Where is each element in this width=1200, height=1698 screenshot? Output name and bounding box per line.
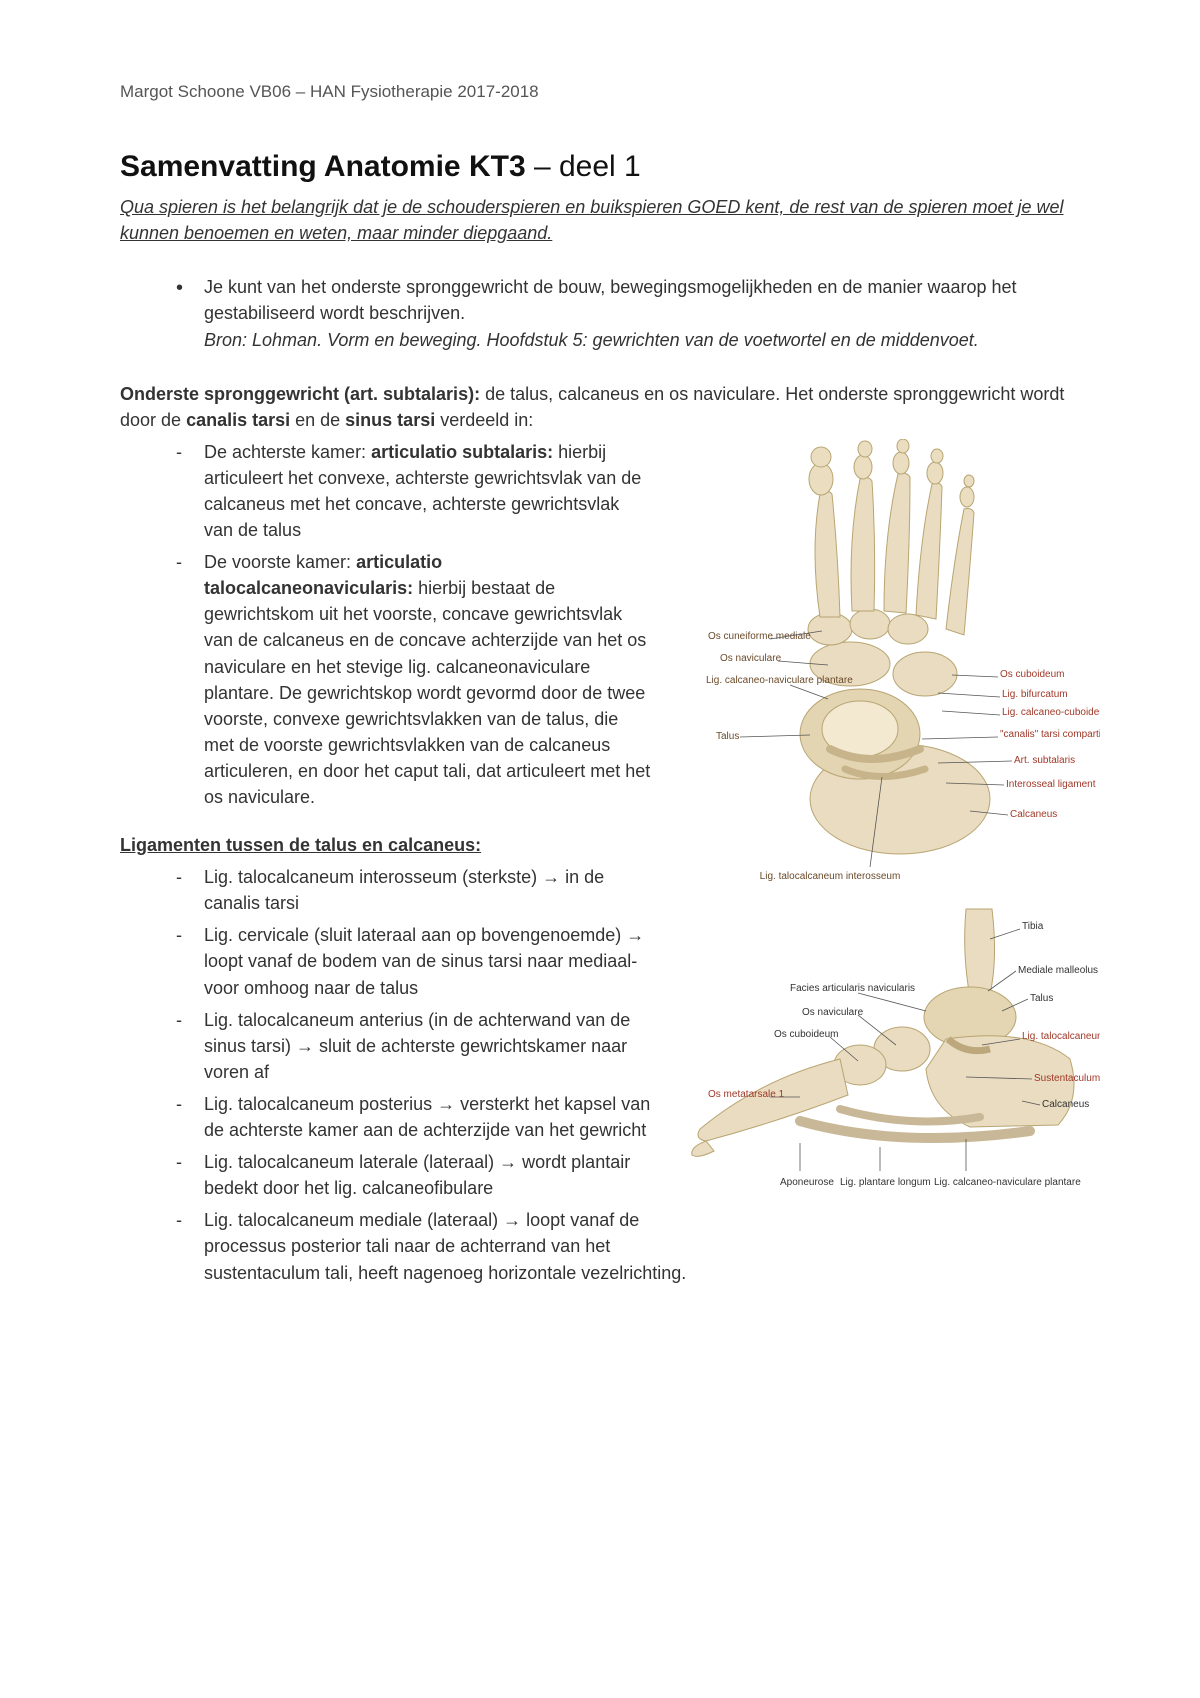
objective-item: Je kunt van het onderste spronggewricht … — [176, 274, 1080, 352]
ligament-item: Lig. talocalcaneum anterius (in de achte… — [176, 1007, 696, 1085]
fig1-label-bottom: Lig. talocalcaneum interosseum — [760, 871, 901, 882]
fig2-label: Lig. talocalcaneum interosseum — [1022, 1031, 1100, 1042]
figure-foot-medial: Facies articularis navicularis Os navicu… — [670, 899, 1100, 1219]
fig2-label: Talus — [1030, 993, 1053, 1004]
fig2-label: Sustentaculum tali — [1034, 1073, 1100, 1084]
ligaments-list: Lig. talocalcaneum interosseum (sterkste… — [176, 864, 696, 1285]
section-intro: Onderste spronggewricht (art. subtalaris… — [120, 381, 1080, 433]
intro-note: Qua spieren is het belangrijk dat je de … — [120, 194, 1080, 246]
fig2-label-bottom: Lig. plantare longum — [840, 1177, 931, 1188]
fig2-label: Facies articularis navicularis — [790, 983, 915, 994]
title-part: – deel 1 — [526, 150, 641, 183]
page-header: Margot Schoone VB06 – HAN Fysiotherapie … — [120, 80, 1080, 105]
chamber-item: De voorste kamer: articulatio talocalcan… — [176, 549, 1080, 810]
chamber-item: De achterste kamer: articulatio subtalar… — [176, 439, 1080, 543]
fig2-label: Os cuboideum — [774, 1029, 838, 1040]
fig1-label: Calcaneus — [1010, 809, 1057, 820]
ligament-item: Lig. cervicale (sluit lateraal aan op bo… — [176, 922, 696, 1000]
objectives-list: Je kunt van het onderste spronggewricht … — [176, 274, 1080, 352]
ligament-item: Lig. talocalcaneum posterius → versterkt… — [176, 1091, 696, 1143]
page-title: Samenvatting Anatomie KT3 – deel 1 — [120, 145, 1080, 189]
fig2-label: Os metatarsale 1 — [708, 1089, 785, 1100]
title-bold: Samenvatting Anatomie KT3 — [120, 150, 526, 183]
ligament-item: Lig. talocalcaneum laterale (lateraal) →… — [176, 1149, 696, 1201]
objective-source: Bron: Lohman. Vorm en beweging. Hoofdstu… — [204, 330, 979, 350]
fig2-label: Os naviculare — [802, 1007, 864, 1018]
fig2-label: Mediale malleolus — [1018, 965, 1098, 976]
term-subtalar: Onderste spronggewricht (art. subtalaris… — [120, 384, 480, 404]
fig2-label-bottom: Lig. calcaneo-naviculare plantare — [934, 1177, 1081, 1188]
ligament-item: Lig. talocalcaneum mediale (lateraal) → … — [176, 1207, 696, 1285]
fig2-label-bottom: Aponeurose — [780, 1177, 834, 1188]
fig2-label: Calcaneus — [1042, 1099, 1089, 1110]
fig2-label: Tibia — [1022, 921, 1044, 932]
ligament-item: Lig. talocalcaneum interosseum (sterkste… — [176, 864, 696, 916]
chamber-list: De achterste kamer: articulatio subtalar… — [176, 439, 1080, 810]
objective-text: Je kunt van het onderste spronggewricht … — [204, 277, 1017, 323]
